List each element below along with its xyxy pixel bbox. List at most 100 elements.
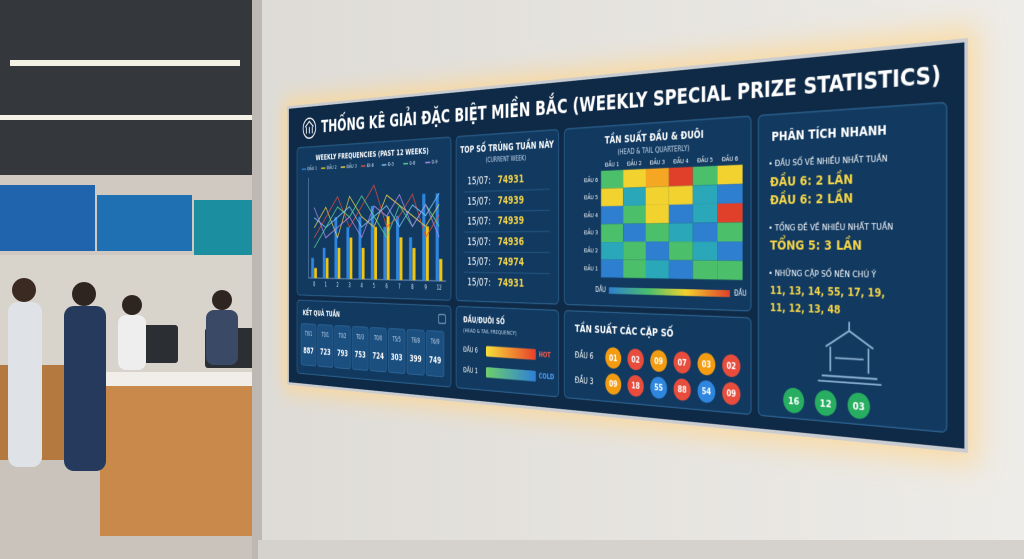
panel: [758, 102, 946, 432]
result-day: T0/0: [374, 334, 383, 341]
heat-cell: [692, 165, 718, 186]
heat-cell: [717, 183, 743, 204]
result-day: T6/8: [411, 337, 420, 344]
result-date: 15/07:: [467, 195, 490, 208]
heat-cell: [623, 205, 646, 224]
x-tick-label: ĐẦU 1: [605, 159, 619, 168]
analysis-value: 11, 13, 14, 55, 17, 19,: [770, 285, 885, 300]
heat-cell: [668, 166, 693, 187]
ball-number: 09: [609, 380, 618, 390]
row-label: ĐẦU 6: [463, 344, 478, 354]
result-day: T0/2: [338, 332, 346, 339]
x-tick-label: ĐẦU 6: [722, 153, 739, 163]
y-tick-label: ĐẦU 2: [584, 246, 598, 255]
bar: [346, 227, 350, 279]
wall-monitor: [0, 185, 95, 251]
heat-cell: [601, 223, 624, 242]
result-day: T6/9: [430, 338, 439, 346]
person-body: [64, 306, 106, 471]
heat-cell: [623, 187, 646, 206]
y-tick-label: ĐẦU 4: [584, 210, 598, 219]
result-number: 74931: [498, 173, 524, 186]
person-head: [212, 290, 232, 310]
x-tick-label: 4: [361, 282, 363, 289]
result-date: 15/07:: [467, 276, 490, 289]
legend-label: ĐI-6: [367, 162, 374, 169]
ceiling-light: [0, 115, 258, 120]
x-tick-label: 3: [348, 282, 350, 289]
x-tick-label: 5: [373, 283, 375, 290]
row-label: ĐẦU 1: [463, 364, 478, 375]
x-tick-label: ĐẦU 5: [697, 154, 713, 164]
panel-subtitle: (CURRENT WEEK): [486, 154, 526, 163]
y-tick-label: ĐẦU 6: [584, 175, 598, 184]
result-number: 74931: [498, 277, 524, 290]
heat-cell: [717, 203, 743, 223]
heat-cell: [692, 241, 718, 261]
bar: [334, 217, 338, 279]
ball-number: 55: [654, 383, 663, 394]
legend-label: Đ-5: [388, 161, 394, 168]
counter-top: [95, 372, 258, 386]
bar: [311, 257, 314, 279]
ceiling: [0, 0, 258, 175]
panel-subtitle: (HEAD & TAIL FREQUENCY): [463, 326, 517, 336]
heat-cell: [692, 260, 718, 280]
y-tick-label: ĐẦU 3: [584, 228, 598, 237]
row-label: ĐẦU 6: [575, 349, 594, 361]
colorbar-label: DẦU: [595, 285, 606, 294]
heat-cell: [645, 223, 669, 242]
heat-cell: [601, 187, 624, 207]
heat-cell: [692, 222, 718, 242]
heat-cell: [717, 260, 743, 281]
x-tick-label: 6: [385, 283, 387, 290]
result-value: 724: [372, 351, 384, 362]
person-body: [8, 302, 42, 467]
x-tick-label: 9: [424, 284, 427, 291]
result-value: 399: [410, 354, 422, 365]
result-day: T5/5: [392, 335, 401, 342]
analysis-value: ĐẦU 6: 2 LẦN: [770, 188, 853, 208]
wall-monitor: [97, 195, 192, 251]
result-value: 303: [391, 352, 403, 363]
x-tick-label: 8: [411, 284, 414, 291]
result-value: 887: [303, 346, 313, 356]
bar: [439, 259, 443, 281]
result-value: 749: [429, 355, 441, 366]
heat-cell: [668, 204, 693, 224]
result-day: T0/3: [356, 333, 364, 340]
bar: [399, 237, 403, 281]
result-value: 753: [355, 350, 366, 360]
legend-label: ĐẦU 3: [346, 162, 356, 170]
heat-cell: [668, 241, 693, 261]
board-perspective: THỐNG KÊ GIẢI ĐẶC BIỆT MIỀN BẮC (WEEKLY …: [0, 38, 968, 453]
heat-cell: [692, 184, 718, 205]
bar: [314, 267, 317, 279]
ball-number: 03: [853, 400, 865, 413]
bar: [374, 226, 377, 280]
wall-edge: [252, 0, 262, 559]
dashboard: THỐNG KÊ GIẢI ĐẶC BIỆT MIỀN BẮC (WEEKLY …: [289, 58, 965, 448]
ball-number: 09: [654, 357, 663, 367]
heat-cell: [601, 241, 624, 260]
bar: [412, 248, 416, 281]
heat-cell: [601, 169, 624, 189]
frequency-tag: COLD: [539, 372, 555, 382]
analysis-value: 11, 12, 13, 48: [770, 301, 841, 316]
heat-cell: [668, 185, 693, 205]
ball-number: 88: [678, 385, 687, 396]
ball-number: 01: [609, 354, 618, 364]
result-date: 15/07:: [467, 216, 490, 228]
result-number: 74939: [498, 194, 524, 207]
legend-label: 0-9: [432, 158, 438, 165]
result-day: T0/1: [304, 330, 312, 337]
heat-cell: [645, 167, 669, 188]
legend-label: 0-8: [409, 159, 415, 166]
person-head: [12, 278, 36, 302]
heat-cell: [645, 259, 669, 279]
y-tick-label: ĐẦU 1: [584, 263, 598, 272]
heat-cell: [601, 205, 624, 225]
ball-number: 12: [820, 398, 832, 411]
